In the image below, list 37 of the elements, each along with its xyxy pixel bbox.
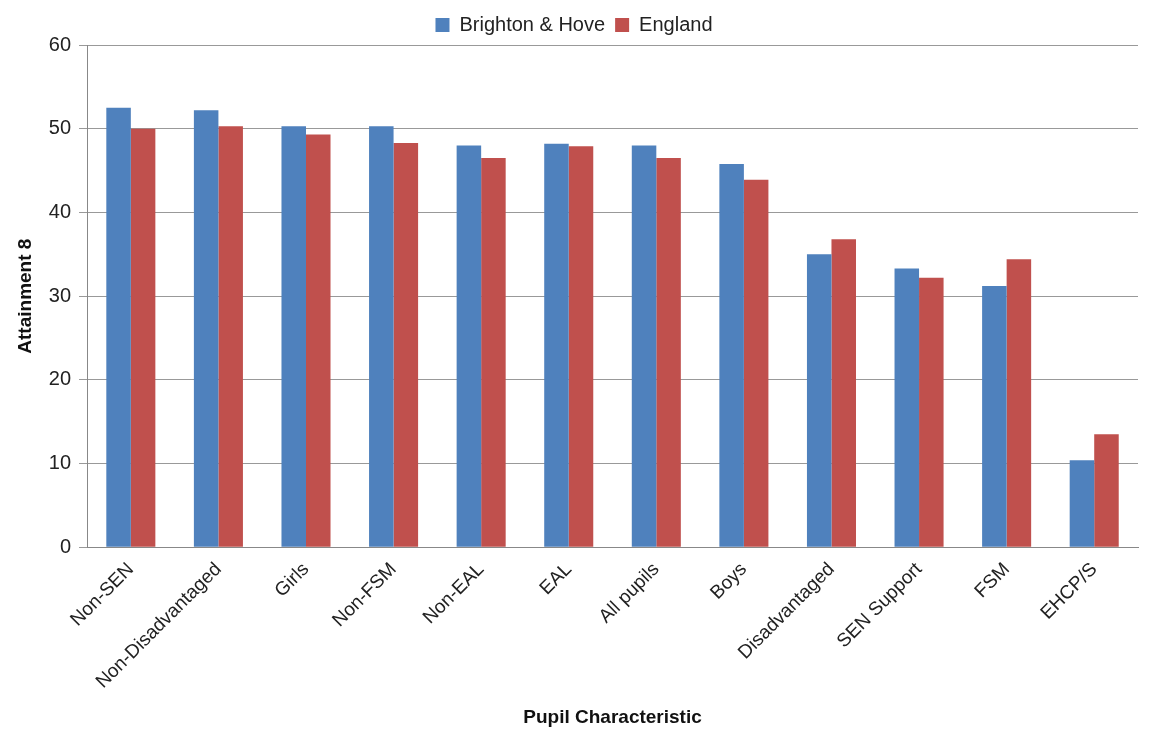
bar — [568, 146, 594, 547]
bar — [806, 254, 832, 547]
bar — [1094, 434, 1119, 547]
x-tick-label: EAL — [535, 558, 576, 599]
y-tick-label: 60 — [48, 32, 72, 55]
x-axis-title: Pupil Characteristic — [523, 705, 703, 727]
bar — [218, 126, 243, 547]
bar — [894, 268, 920, 547]
legend-label: Brighton & Hove — [459, 12, 606, 35]
bar — [456, 145, 482, 547]
bar — [631, 145, 657, 547]
bar — [544, 143, 569, 547]
x-tick-label: Girls — [270, 558, 313, 601]
bar — [193, 110, 219, 547]
bar — [919, 277, 944, 547]
y-tick-label: 50 — [48, 116, 72, 139]
bar — [1006, 259, 1032, 547]
bar — [393, 142, 419, 547]
bar — [281, 126, 306, 547]
y-tick-label: 20 — [48, 367, 72, 390]
bar — [1069, 460, 1095, 547]
bar — [369, 126, 394, 547]
bar — [130, 128, 156, 547]
bar — [306, 134, 331, 547]
bar — [106, 107, 131, 547]
y-tick-label: 10 — [48, 451, 72, 474]
y-tick-label: 0 — [59, 534, 72, 557]
bar — [831, 239, 856, 547]
bar — [656, 158, 681, 547]
bar — [982, 286, 1007, 547]
y-axis-title: Attainment 8 — [13, 238, 35, 354]
bar — [719, 163, 744, 547]
legend-label: England — [639, 12, 713, 35]
bar — [743, 179, 769, 547]
y-tick-label: 30 — [48, 283, 72, 306]
bar — [481, 158, 506, 547]
y-tick-label: 40 — [48, 199, 72, 222]
